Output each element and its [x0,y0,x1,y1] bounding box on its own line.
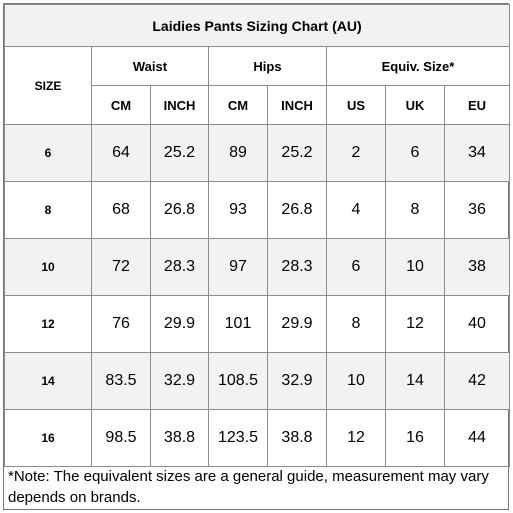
waist-cm-cell: 76 [91,295,151,353]
size-cell: 10 [4,238,92,296]
uk-cell: 16 [385,409,445,467]
hips-inch-cell: 28.3 [267,238,327,296]
waist-inch-cell: 26.8 [150,181,209,239]
hips-cm-cell: 93 [208,181,268,239]
hips-cm-cell: 108.5 [208,352,268,410]
size-column-header: SIZE [4,46,92,125]
waist-inch-cell: 38.8 [150,409,209,467]
table-row: 16 98.5 38.8 123.5 38.8 12 16 44 [4,409,510,467]
waist-cm-cell: 83.5 [91,352,151,410]
waist-inch-cell: 29.9 [150,295,209,353]
waist-inch-cell: 32.9 [150,352,209,410]
sizing-chart: Laidies Pants Sizing Chart (AU) SIZE Wai… [3,3,510,510]
us-cell: 4 [326,181,386,239]
hips-inch-cell: 26.8 [267,181,327,239]
us-cell: 2 [326,124,386,182]
hips-cm-header: CM [208,85,268,125]
table-row: 14 83.5 32.9 108.5 32.9 10 14 42 [4,352,510,410]
size-cell: 14 [4,352,92,410]
table-row: 10 72 28.3 97 28.3 6 10 38 [4,238,510,296]
hips-inch-cell: 32.9 [267,352,327,410]
uk-cell: 8 [385,181,445,239]
eu-cell: 42 [444,352,510,410]
table-row: 6 64 25.2 89 25.2 2 6 34 [4,124,510,182]
hips-cm-cell: 101 [208,295,268,353]
hips-cm-cell: 97 [208,238,268,296]
eu-cell: 36 [444,181,510,239]
waist-inch-cell: 25.2 [150,124,209,182]
size-cell: 6 [4,124,92,182]
size-cell: 16 [4,409,92,467]
waist-inch-header: INCH [150,85,209,125]
footnote: *Note: The equivalent sizes are a genera… [8,468,489,506]
chart-title: Laidies Pants Sizing Chart (AU) [4,4,510,47]
waist-group-header: Waist [91,46,209,86]
uk-cell: 12 [385,295,445,353]
us-header: US [326,85,386,125]
us-cell: 8 [326,295,386,353]
table-row: 8 68 26.8 93 26.8 4 8 36 [4,181,510,239]
uk-cell: 14 [385,352,445,410]
eu-cell: 38 [444,238,510,296]
us-cell: 10 [326,352,386,410]
uk-cell: 6 [385,124,445,182]
uk-header: UK [385,85,445,125]
eu-cell: 44 [444,409,510,467]
uk-cell: 10 [385,238,445,296]
us-cell: 6 [326,238,386,296]
hips-inch-header: INCH [267,85,327,125]
equiv-size-group-header: Equiv. Size* [326,46,510,86]
hips-inch-cell: 29.9 [267,295,327,353]
eu-cell: 34 [444,124,510,182]
waist-cm-cell: 68 [91,181,151,239]
table-row: 12 76 29.9 101 29.9 8 12 40 [4,295,510,353]
hips-cm-cell: 123.5 [208,409,268,467]
us-cell: 12 [326,409,386,467]
sizing-table: Laidies Pants Sizing Chart (AU) SIZE Wai… [4,4,510,467]
eu-cell: 40 [444,295,510,353]
size-cell: 8 [4,181,92,239]
eu-header: EU [444,85,510,125]
waist-cm-cell: 98.5 [91,409,151,467]
hips-inch-cell: 38.8 [267,409,327,467]
waist-cm-cell: 64 [91,124,151,182]
waist-cm-cell: 72 [91,238,151,296]
hips-inch-cell: 25.2 [267,124,327,182]
waist-cm-header: CM [91,85,151,125]
size-cell: 12 [4,295,92,353]
waist-inch-cell: 28.3 [150,238,209,296]
hips-cm-cell: 89 [208,124,268,182]
hips-group-header: Hips [208,46,327,86]
